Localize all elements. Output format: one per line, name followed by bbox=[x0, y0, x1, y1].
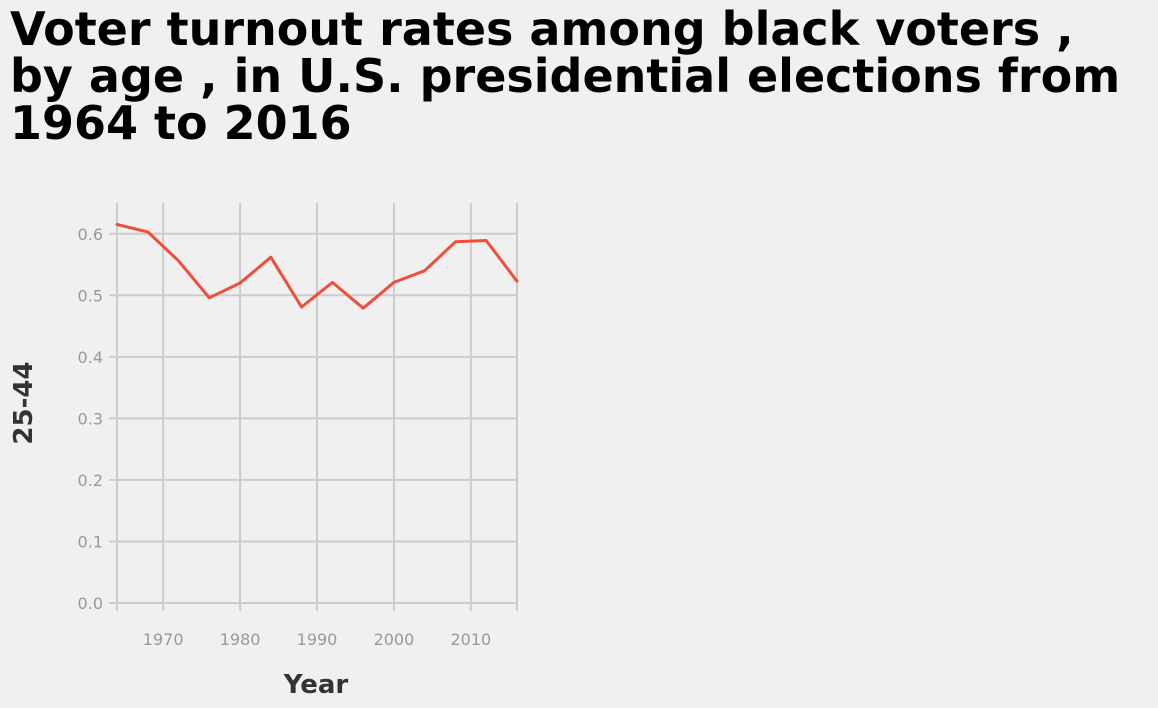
y-axis-label: 25-44 bbox=[9, 361, 39, 444]
y-tick-label: 0.6 bbox=[78, 225, 103, 244]
y-axis-ticks: 0.0 0.1 0.2 0.3 0.4 0.5 0.6 bbox=[78, 225, 117, 613]
y-tick-label: 0.4 bbox=[78, 348, 103, 367]
chart-title: Voter turnout rates among black voters ,… bbox=[10, 2, 1121, 150]
x-tick-label: 1990 bbox=[297, 630, 338, 649]
y-tick-label: 0.5 bbox=[78, 286, 103, 305]
y-tick-label: 0.1 bbox=[78, 532, 103, 551]
series-line bbox=[115, 223, 519, 310]
grid bbox=[116, 203, 518, 604]
y-tick-label: 0.0 bbox=[78, 594, 103, 613]
y-tick-label: 0.2 bbox=[78, 471, 103, 490]
x-tick-label: 1980 bbox=[220, 630, 261, 649]
x-axis-ticks: 1970 1980 1990 2000 2010 bbox=[116, 603, 518, 649]
x-tick-label: 2010 bbox=[450, 630, 491, 649]
x-tick-label: 1970 bbox=[143, 630, 184, 649]
y-tick-label: 0.3 bbox=[78, 409, 103, 428]
x-tick-label: 2000 bbox=[374, 630, 415, 649]
series-layer bbox=[115, 223, 519, 310]
x-axis-label: Year bbox=[283, 670, 349, 700]
